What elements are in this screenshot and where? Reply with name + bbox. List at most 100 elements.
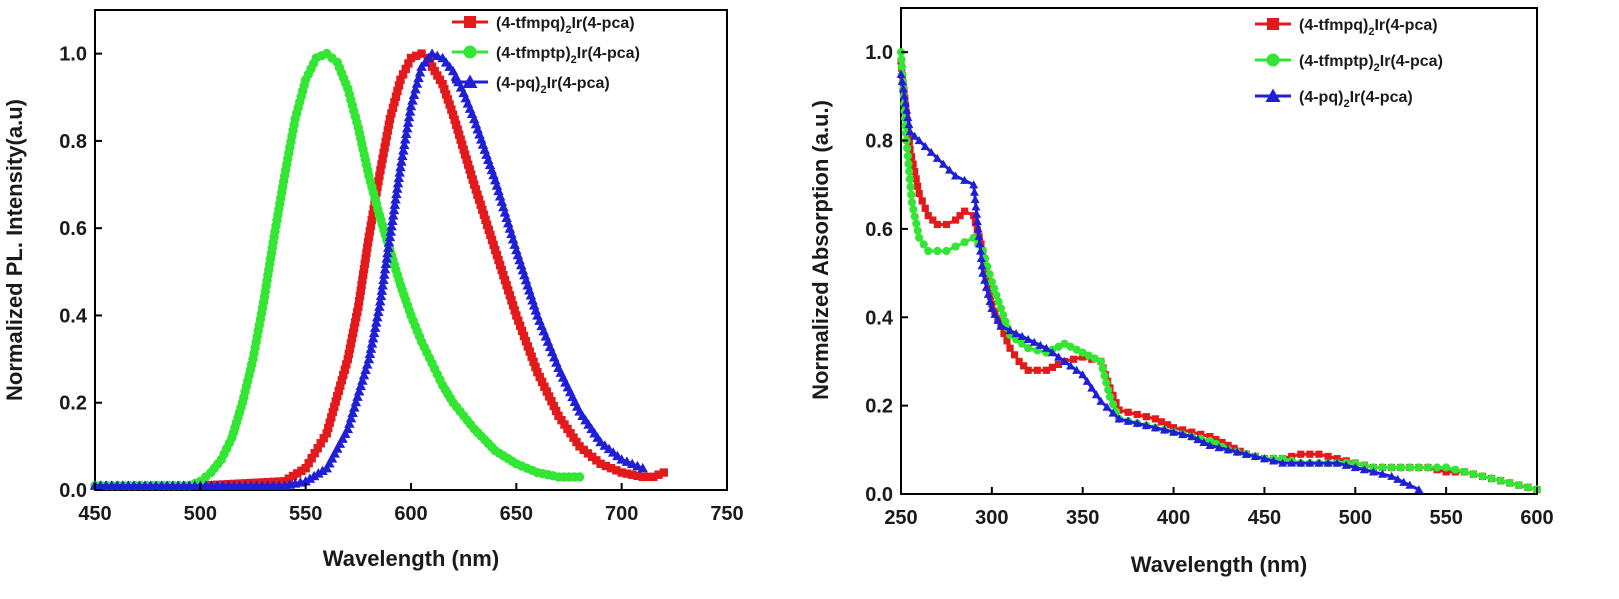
data-point bbox=[441, 90, 451, 99]
data-point bbox=[313, 444, 322, 453]
data-point bbox=[401, 64, 410, 74]
data-point bbox=[383, 242, 394, 252]
data-point bbox=[343, 354, 352, 364]
data-point bbox=[476, 200, 485, 209]
data-point bbox=[357, 281, 366, 290]
data-point bbox=[1193, 435, 1203, 444]
legend-item: (4-tfmptp)2Ir(4-pca) bbox=[1255, 53, 1443, 74]
data-point bbox=[398, 70, 408, 79]
data-point bbox=[1090, 354, 1099, 363]
x-tick-label: 500 bbox=[184, 503, 217, 525]
data-point bbox=[525, 347, 534, 356]
data-point bbox=[512, 311, 521, 320]
data-point bbox=[413, 72, 424, 83]
data-point bbox=[353, 386, 365, 396]
data-point bbox=[974, 231, 984, 240]
data-point bbox=[388, 204, 400, 215]
data-point bbox=[983, 289, 993, 298]
data-point bbox=[1096, 357, 1105, 366]
data-point bbox=[1341, 460, 1351, 469]
data-point bbox=[408, 89, 420, 99]
data-point bbox=[1035, 340, 1045, 349]
data-point bbox=[353, 307, 362, 317]
data-point bbox=[394, 81, 404, 90]
data-point bbox=[897, 76, 907, 86]
data-point bbox=[583, 449, 593, 458]
data-point bbox=[391, 183, 403, 193]
plot-frame bbox=[94, 9, 728, 491]
data-point bbox=[1387, 471, 1397, 480]
data-point bbox=[433, 71, 442, 80]
legend-label: (4-tfmpq)2Ir(4-pca) bbox=[496, 15, 635, 36]
data-point bbox=[1199, 437, 1209, 447]
data-point bbox=[981, 282, 991, 291]
data-point bbox=[918, 197, 926, 205]
data-point bbox=[457, 140, 467, 149]
data-point bbox=[1315, 450, 1323, 458]
data-point bbox=[380, 258, 392, 268]
data-point bbox=[364, 232, 374, 242]
plot-frame bbox=[900, 7, 1538, 495]
data-point bbox=[617, 468, 626, 477]
data-point bbox=[390, 98, 399, 107]
data-point bbox=[385, 114, 395, 124]
data-point bbox=[1123, 416, 1133, 425]
data-point bbox=[486, 230, 495, 240]
data-point bbox=[1033, 366, 1041, 374]
x-tick-label: 450 bbox=[78, 503, 111, 525]
series bbox=[89, 48, 648, 490]
data-point bbox=[566, 429, 575, 438]
data-point bbox=[612, 466, 621, 475]
data-point bbox=[1259, 454, 1269, 463]
data-point bbox=[971, 202, 981, 211]
data-point bbox=[411, 78, 423, 88]
data-point bbox=[451, 120, 461, 129]
data-point bbox=[345, 344, 355, 353]
data-point bbox=[399, 139, 410, 150]
data-point bbox=[914, 136, 924, 145]
data-point bbox=[398, 145, 409, 155]
data-point bbox=[985, 270, 994, 279]
data-point bbox=[579, 445, 588, 455]
data-point bbox=[1078, 370, 1088, 379]
data-point bbox=[339, 428, 351, 439]
data-point bbox=[508, 301, 518, 310]
data-point bbox=[435, 75, 445, 85]
data-point bbox=[933, 220, 941, 229]
data-point bbox=[978, 268, 988, 277]
data-point bbox=[321, 462, 332, 473]
data-point bbox=[407, 95, 418, 105]
data-point bbox=[297, 466, 306, 475]
y-tick-label: 0.0 bbox=[865, 484, 893, 506]
data-point bbox=[551, 406, 561, 416]
data-point bbox=[443, 95, 453, 104]
data-point bbox=[973, 224, 983, 233]
data-point bbox=[336, 381, 345, 390]
data-point bbox=[358, 275, 367, 285]
data-point bbox=[1108, 400, 1118, 409]
data-point bbox=[484, 225, 493, 235]
data-point bbox=[404, 59, 413, 68]
data-point bbox=[379, 269, 390, 279]
data-point bbox=[919, 240, 928, 249]
data-point bbox=[387, 215, 398, 225]
data-point bbox=[310, 449, 319, 458]
data-point bbox=[502, 217, 514, 228]
data-point bbox=[329, 448, 340, 458]
data-point bbox=[1393, 474, 1403, 483]
data-point bbox=[304, 473, 316, 483]
data-point bbox=[379, 263, 391, 274]
data-point bbox=[1005, 326, 1015, 335]
data-point bbox=[470, 180, 479, 189]
data-point bbox=[390, 194, 401, 204]
data-point bbox=[514, 316, 523, 325]
data-point bbox=[346, 339, 356, 348]
data-point bbox=[993, 315, 1003, 324]
data-point bbox=[628, 470, 637, 479]
data-point bbox=[1024, 344, 1033, 353]
data-point bbox=[349, 323, 359, 332]
legend-label-subscript: 2 bbox=[1374, 62, 1380, 74]
data-point bbox=[387, 109, 396, 118]
data-point bbox=[319, 434, 328, 443]
